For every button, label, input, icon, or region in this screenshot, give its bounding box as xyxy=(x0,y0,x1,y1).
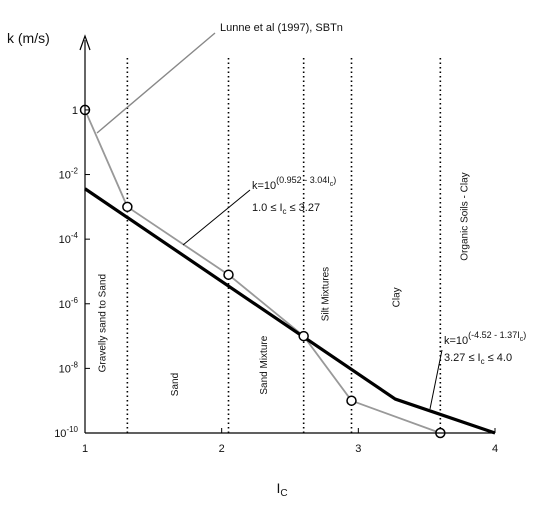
eq1-exponent-close: ) xyxy=(333,175,336,185)
eq2-condition: 3.27 ≤ Ic ≤ 4.0 xyxy=(444,352,512,366)
eq2-exponent-close: ) xyxy=(523,330,526,340)
x-tick-label-2: 3 xyxy=(355,443,361,455)
data-point-2 xyxy=(223,269,234,280)
data-point-4 xyxy=(346,395,357,406)
eq1-formula: k=10(0.952 - 3.04Ic) xyxy=(252,175,336,192)
ticks: 1 2 3 4 1 10-2 10-4 10-6 10-8 10-10 xyxy=(54,105,498,455)
eq2-cond-a: 3.27 ≤ I xyxy=(444,352,481,364)
y-axis-title: k (m/s) xyxy=(7,30,50,46)
eq2-exponent-sub: c xyxy=(520,336,524,343)
y-axis-arrow xyxy=(79,34,91,51)
x-axis-title-main: I xyxy=(276,480,280,496)
series-layer xyxy=(79,104,496,439)
zone-label-1: Sand xyxy=(170,373,181,396)
eq2-prefix: k=10 xyxy=(444,335,468,347)
y-tick-label-3: 10-6 xyxy=(59,296,79,311)
eq1-condition: 1.0 ≤ Ic ≤ 3.27 xyxy=(252,202,320,216)
y-tick-label-4: 10-8 xyxy=(59,360,79,375)
zone-label-0: Gravelly sand to Sand xyxy=(98,274,109,372)
eq2-cond-b: ≤ 4.0 xyxy=(485,352,512,364)
series-line-0 xyxy=(84,109,441,434)
annotations: Lunne et al (1997), SBTn k=10(0.952 - 3.… xyxy=(96,22,526,410)
zone-labels: Gravelly sand to Sand Sand Sand Mixture Sil… xyxy=(98,172,471,396)
x-tick-label-0: 1 xyxy=(82,443,88,455)
zone-label-4: Clay xyxy=(391,287,402,307)
eq1-cond-b: ≤ 3.27 xyxy=(287,202,321,214)
zone-label-3: Silt Mixtures xyxy=(320,267,331,321)
eq2-formula: k=10(-4.52 - 1.37Ic) xyxy=(444,330,526,347)
eq1-prefix: k=10 xyxy=(252,180,276,192)
y-tick-label-2: 10-4 xyxy=(59,231,79,246)
x-axis-title: IC xyxy=(276,480,287,499)
data-point-1 xyxy=(122,201,133,213)
x-tick-label-3: 4 xyxy=(492,443,498,455)
eq1-leader-line xyxy=(182,189,251,246)
x-axis-title-sub: C xyxy=(280,488,287,499)
data-point-3 xyxy=(298,330,309,342)
eq1-exponent-sub: c xyxy=(330,181,334,188)
eq2-leader-line xyxy=(429,349,443,410)
eq1-cond-sub: c xyxy=(283,207,287,216)
zone-label-5: Organic Soils - Clay xyxy=(460,172,471,260)
x-tick-label-1: 2 xyxy=(219,443,225,455)
y-tick-label-0: 1 xyxy=(72,105,78,117)
lunne-leader-line xyxy=(96,32,216,134)
y-tick-label-5: 10-10 xyxy=(54,425,78,440)
eq1-exponent: (0.952 - 3.04I xyxy=(276,175,330,185)
series-line-1 xyxy=(84,187,496,435)
axes xyxy=(79,34,495,434)
y-tick-label-1: 10-2 xyxy=(59,167,79,182)
eq2-exponent: (-4.52 - 1.37I xyxy=(468,330,520,340)
eq2-cond-sub: c xyxy=(481,357,485,366)
lunne-annotation: Lunne et al (1997), SBTn xyxy=(220,22,343,34)
eq1-cond-a: 1.0 ≤ I xyxy=(252,202,283,214)
zone-label-2: Sand Mixture xyxy=(259,335,270,394)
